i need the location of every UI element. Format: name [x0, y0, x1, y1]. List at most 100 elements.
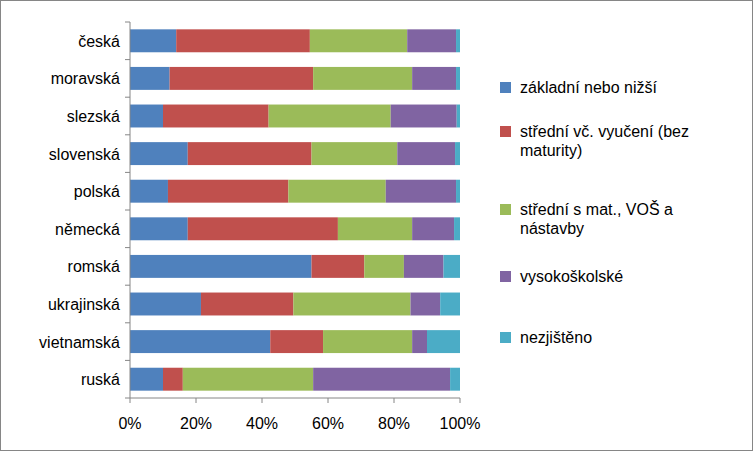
x-tick-label: 20% [180, 415, 212, 432]
bar-segment [397, 142, 455, 165]
legend-item: střední vč. vyučení (bez maturity) [500, 122, 720, 160]
bar-segment [412, 330, 427, 353]
x-tick-label: 80% [378, 415, 410, 432]
bar-segment [456, 29, 460, 52]
bar-segment [293, 293, 410, 316]
bar-segment [183, 368, 313, 391]
bar-segment [457, 105, 460, 128]
bar-segment [440, 293, 460, 316]
x-tick [394, 398, 395, 403]
bar-segment [312, 255, 365, 278]
bar-segment [312, 142, 398, 165]
bar-segment [163, 368, 183, 391]
bar-segment [269, 105, 391, 128]
category-label: moravská [51, 70, 120, 87]
bar-segment [455, 142, 460, 165]
legend-label: nezjištěno [520, 329, 592, 346]
bar-segment [188, 142, 312, 165]
bar-segment [130, 67, 170, 90]
bar-segment [170, 67, 314, 90]
x-tick-label: 40% [246, 415, 278, 432]
bar-segment [130, 330, 270, 353]
bar-segment [201, 293, 293, 316]
bar-segment [450, 368, 460, 391]
legend-label: střední s mat., VOŠ a nástavby [520, 201, 673, 237]
bar-segment [288, 180, 385, 203]
category-label: vietnamská [39, 334, 120, 351]
category-label: německá [55, 221, 120, 238]
bar-segment [386, 180, 456, 203]
bar-segment [188, 217, 338, 240]
bar-segment [391, 105, 457, 128]
bar-segment [163, 105, 269, 128]
legend-label: vysokoškolské [520, 268, 623, 285]
legend-swatch [500, 204, 511, 215]
x-tick-label: 60% [312, 415, 344, 432]
bar-segment [313, 368, 450, 391]
x-tick [262, 398, 263, 403]
x-tick [328, 398, 329, 403]
category-tick [125, 285, 130, 286]
bar-segment [130, 29, 176, 52]
bar-segment [444, 255, 461, 278]
category-label: slezská [67, 108, 120, 125]
bar-segment [427, 330, 460, 353]
x-tick [460, 398, 461, 403]
category-label: česká [78, 33, 120, 50]
legend-label: střední vč. vyučení (bez maturity) [520, 123, 689, 159]
category-tick [125, 322, 130, 323]
legend-item: nezjištěno [500, 328, 720, 347]
bar-segment [456, 67, 460, 90]
bars [130, 29, 460, 390]
bar-segment [407, 29, 456, 52]
category-tick [125, 22, 130, 23]
bar-segment [130, 105, 163, 128]
category-tick [125, 210, 130, 211]
bar-segment [364, 255, 404, 278]
chart-root: česká moravská slezská slovenská polská němec… [0, 0, 753, 451]
category-label: ruská [81, 371, 120, 388]
category-tick [125, 398, 130, 399]
x-axis [130, 398, 460, 399]
legend-label: základní nebo nižší [520, 79, 657, 96]
bar-segment [412, 67, 456, 90]
bar-segment [130, 142, 188, 165]
legend-swatch [500, 332, 511, 343]
x-tick [196, 398, 197, 403]
legend-swatch [500, 82, 511, 93]
category-tick [125, 247, 130, 248]
category-tick [125, 59, 130, 60]
bar-segment [323, 330, 412, 353]
legend-swatch [500, 126, 511, 137]
category-label: ukrajinská [48, 296, 120, 313]
bar-segment [270, 330, 323, 353]
bar-segment [130, 368, 163, 391]
x-tick-label: 0% [118, 415, 141, 432]
category-label: slovenská [49, 146, 120, 163]
category-tick [125, 97, 130, 98]
bar-segment [454, 217, 460, 240]
x-tick-label: 100% [440, 415, 481, 432]
bar-segment [313, 67, 412, 90]
bar-segment [130, 255, 312, 278]
legend-item: střední s mat., VOŠ a nástavby [500, 200, 720, 238]
bar-segment [130, 217, 188, 240]
bar-segment [310, 29, 407, 52]
category-tick [125, 172, 130, 173]
bar-segment [411, 293, 441, 316]
chart-svg: česká moravská slezská slovenská polská němec… [0, 0, 753, 451]
x-tick [130, 398, 131, 403]
legend-item: vysokoškolské [500, 267, 720, 286]
bar-segment [130, 180, 168, 203]
category-tick [125, 360, 130, 361]
bar-segment [338, 217, 412, 240]
bar-segment [176, 29, 310, 52]
category-label: romská [68, 258, 121, 275]
bar-segment [404, 255, 444, 278]
bar-segment [130, 293, 201, 316]
bar-segment [456, 180, 460, 203]
legend-item: základní nebo nižší [500, 78, 720, 97]
bar-segment [168, 180, 288, 203]
category-tick [125, 134, 130, 135]
category-label: polská [74, 183, 120, 200]
